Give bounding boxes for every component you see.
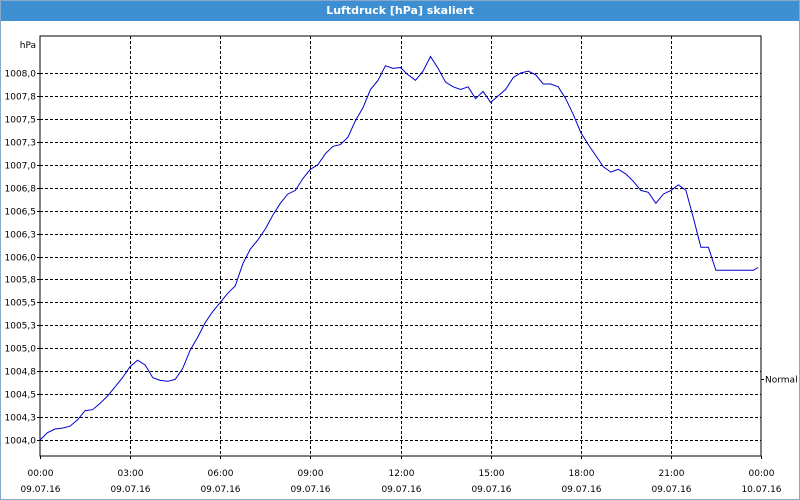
x-tick-time-label: 15:00 [479, 469, 505, 479]
x-tick-date-label: 09.07.16 [200, 485, 240, 495]
y-tick-label: 1006,8 [5, 185, 37, 195]
y-tick-label: 1007,3 [5, 139, 37, 149]
x-tick-date-label: 10.07.16 [741, 485, 781, 495]
y-tick-label: 1004,8 [5, 368, 37, 378]
x-tick-date-label: 09.07.16 [561, 485, 601, 495]
x-tick-time-label: 09:00 [298, 469, 324, 479]
y-tick-label: 1005,3 [5, 322, 37, 332]
window-title: Luftdruck [hPa] skaliert [1, 1, 799, 21]
pressure-series-line [39, 55, 759, 441]
x-tick-date-label: 09.07.16 [381, 485, 421, 495]
y-tick-label: 1006,0 [5, 254, 37, 264]
y-tick-label: 1004,5 [5, 391, 37, 401]
y-tick-label: 1005,5 [5, 299, 37, 309]
y-tick-label: 1005,8 [5, 276, 37, 286]
x-tick-date-label: 09.07.16 [290, 485, 330, 495]
y-tick-label: 1007,0 [5, 162, 37, 172]
y-tick-label: 1007,8 [5, 93, 37, 103]
x-tick-time-label: 00:00 [749, 469, 775, 479]
y-tick-label: 1007,5 [5, 116, 37, 126]
y-tick-label: 1006,3 [5, 231, 37, 241]
x-tick-time-label: 12:00 [389, 469, 415, 479]
y-tick-label: 1004,0 [5, 437, 37, 447]
y-axis-label: hPa [20, 41, 36, 51]
y-tick-label: 1008,0 [5, 70, 37, 80]
y-tick-label: 1005,0 [5, 345, 37, 355]
x-tick-date-label: 09.07.16 [471, 485, 511, 495]
x-tick-date-label: 09.07.16 [20, 485, 60, 495]
y-tick-label: 1006,5 [5, 208, 37, 218]
x-tick-date-label: 09.07.16 [651, 485, 691, 495]
x-tick-time-label: 00:00 [28, 469, 54, 479]
normal-label: Normal [765, 376, 798, 386]
x-tick-time-label: 03:00 [118, 469, 144, 479]
x-tick-time-label: 21:00 [659, 469, 685, 479]
x-tick-time-label: 06:00 [208, 469, 234, 479]
x-tick-date-label: 09.07.16 [110, 485, 150, 495]
y-tick-label: 1004,3 [5, 414, 37, 424]
plot-area [39, 35, 762, 457]
x-tick-time-label: 18:00 [569, 469, 595, 479]
